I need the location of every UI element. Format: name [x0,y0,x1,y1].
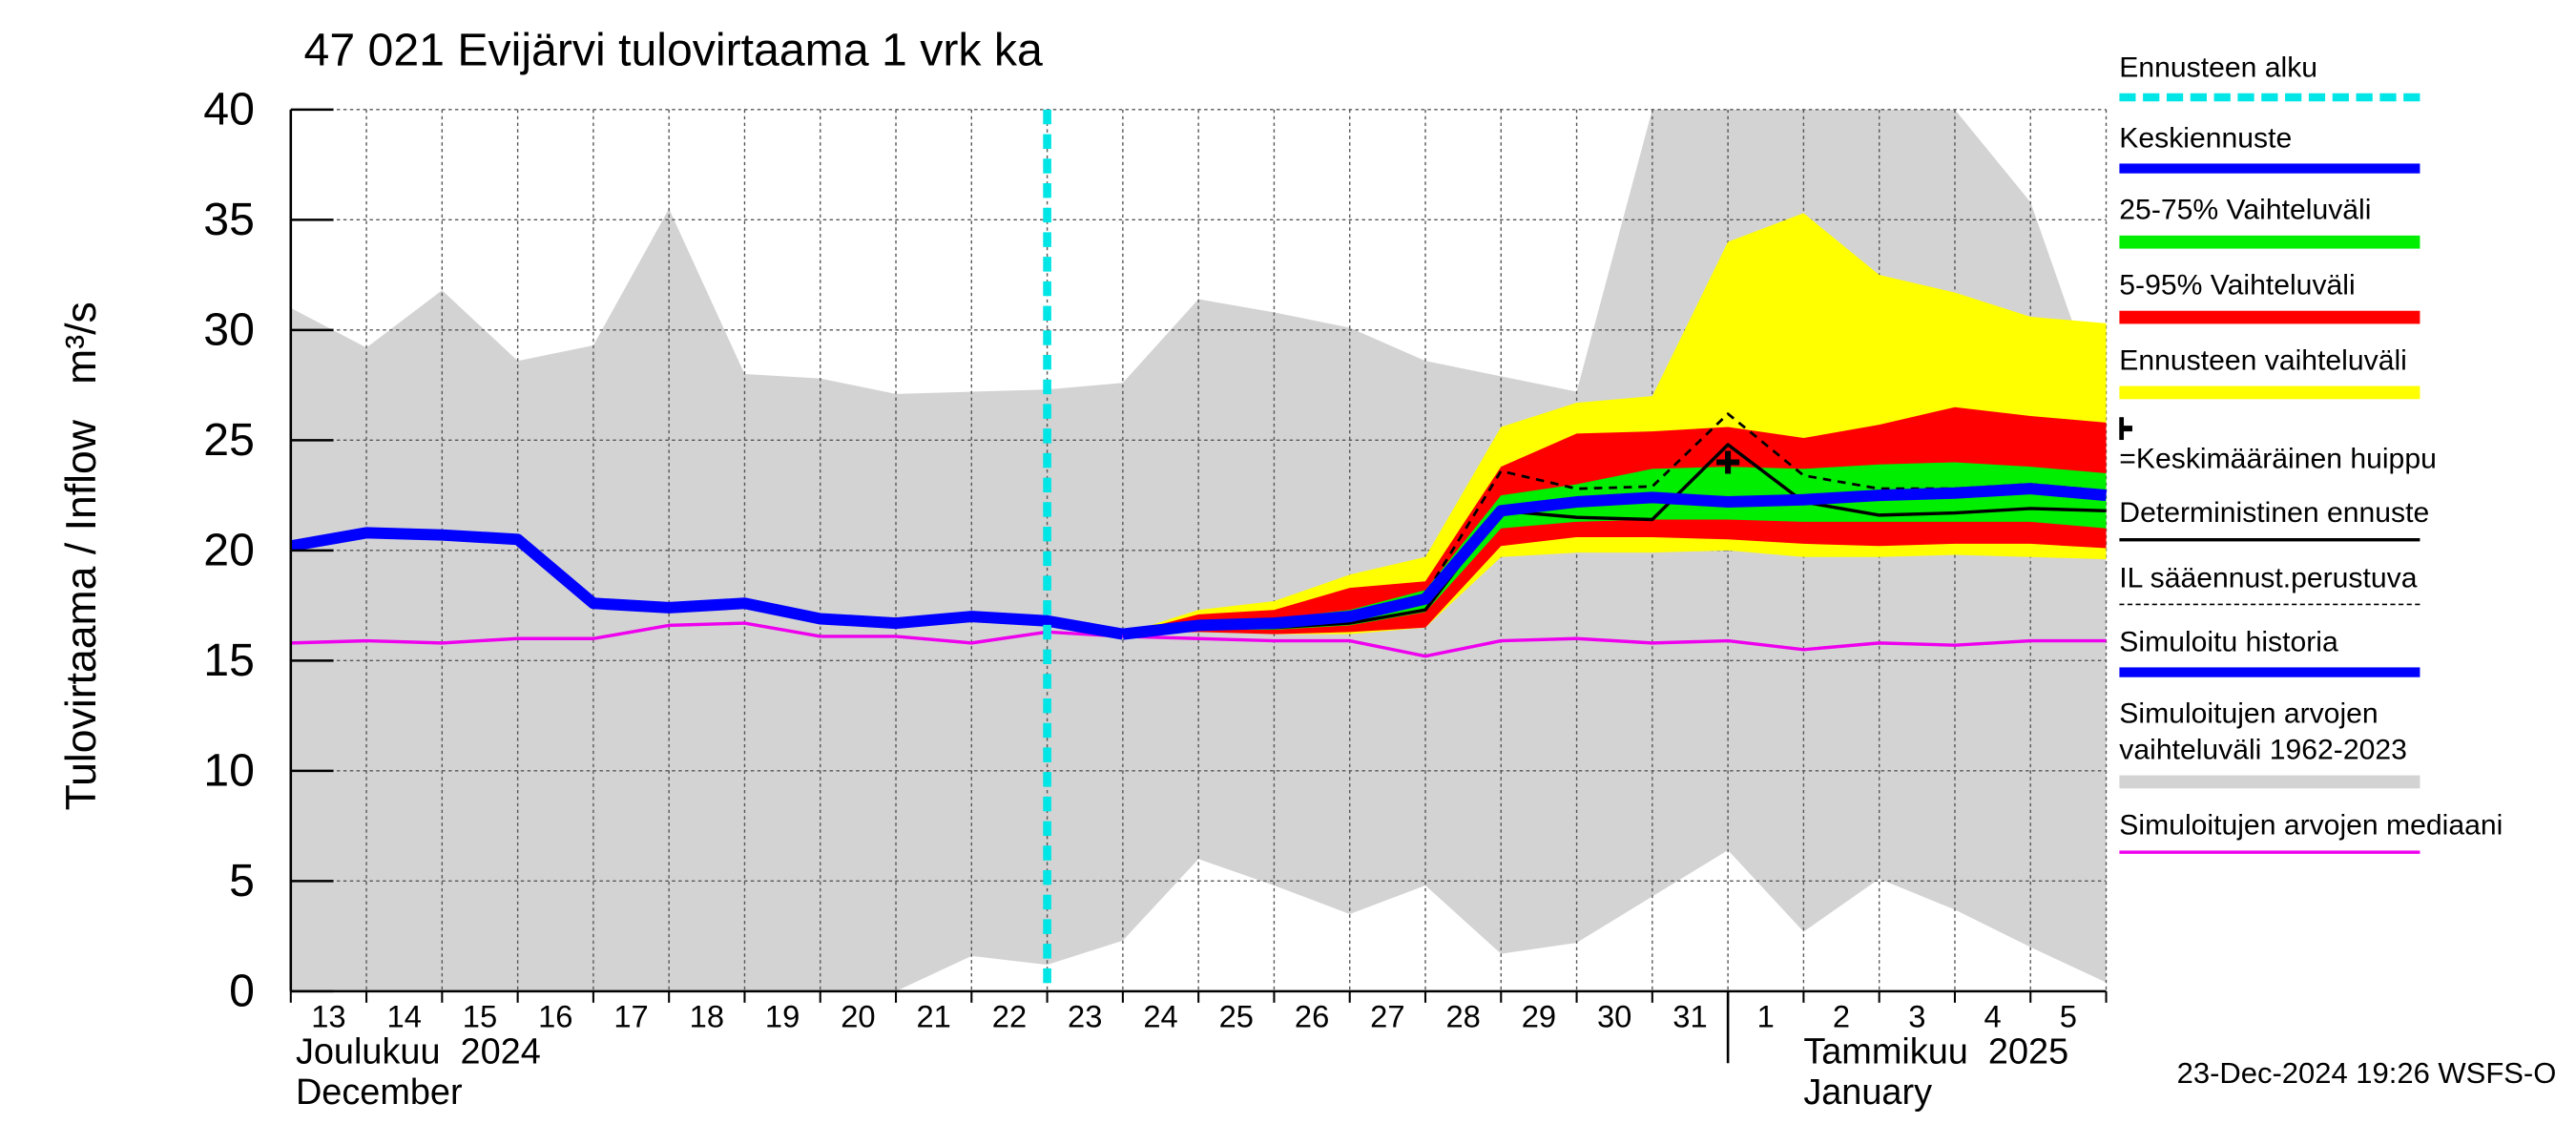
x-tick-label: 24 [1143,999,1177,1034]
x-tick-label: 5 [2060,999,2077,1034]
y-tick-label: 30 [203,303,255,355]
x-tick-label: 4 [1984,999,2002,1034]
x-tick-label: 17 [613,999,648,1034]
y-tick-label: 25 [203,414,255,466]
legend-swatch [2119,93,2420,102]
x-tick-label: 16 [538,999,572,1034]
x-tick-label: 2 [1833,999,1850,1034]
legend-text: Ennusteen vaihteluväli [2119,342,2506,378]
month-label: January [1803,1072,1932,1113]
month-label: Tammikuu 2025 [1803,1031,2068,1072]
legend-label: =Keskimääräinen huippu [2119,441,2437,475]
legend-text: =Keskimääräinen huippu [2119,417,2506,476]
y-tick-label: 35 [203,194,255,245]
legend-swatch [2119,775,2420,789]
legend-label: IL sääennust.perustuva [2119,561,2418,594]
footer: 23-Dec-2024 19:26 WSFS-O [2177,1056,2557,1090]
legend-swatch [2119,603,2420,606]
x-tick-label: 13 [311,999,345,1034]
legend-item: Simuloitujen arvojen mediaani [2119,806,2506,854]
legend-item: IL sääennust.perustuva [2119,559,2506,606]
legend-item: 25-75% Vaihteluväli [2119,192,2506,249]
x-tick-label: 28 [1445,999,1480,1034]
y-axis-label: Tulovirtaama / Inflow m³/s [58,302,105,810]
legend-swatch [2119,163,2420,174]
y-tick-label: 15 [203,635,255,686]
legend-item: Keskiennuste [2119,119,2506,174]
legend-label: 5-95% Vaihteluväli [2119,268,2356,302]
x-tick-label: 19 [765,999,800,1034]
legend-text: IL sääennust.perustuva [2119,559,2506,595]
x-tick-label: 21 [916,999,950,1034]
legend-text: Keskiennuste [2119,119,2506,156]
x-tick-label: 29 [1522,999,1556,1034]
y-tick-label: 0 [229,965,255,1016]
chart-title: 47 021 Evijärvi tulovirtaama 1 vrk ka [304,25,1043,76]
legend-swatch [2119,310,2420,324]
legend-text: Simuloitujen arvojen vaihteluväli 1962-2… [2119,696,2506,767]
y-tick-label: 10 [203,744,255,796]
legend-item: Deterministinen ennuste [2119,494,2506,542]
legend-swatch [2119,235,2420,249]
x-tick-label: 25 [1219,999,1254,1034]
legend-swatch [2119,385,2420,400]
legend-label: Simuloitujen arvojen vaihteluväli 1962-2… [2119,697,2407,766]
legend-label: Ennusteen vaihteluväli [2119,344,2407,377]
x-tick-label: 22 [992,999,1027,1034]
band [1122,462,2107,635]
x-tick-label: 31 [1672,999,1707,1034]
y-tick-label: 20 [203,524,255,575]
month-label: Joulukuu 2024 [296,1031,541,1072]
legend-label: Deterministinen ennuste [2119,495,2430,529]
legend-item: =Keskimääräinen huippu [2119,417,2506,476]
legend-label: Keskiennuste [2119,120,2293,155]
x-tick-label: 1 [1757,999,1775,1034]
legend-label: Simuloitu historia [2119,624,2338,658]
x-tick-label: 30 [1597,999,1631,1034]
legend-swatch [2119,850,2420,854]
legend-label: Simuloitujen arvojen mediaani [2119,807,2503,842]
x-tick-label: 27 [1370,999,1404,1034]
line [289,527,1124,640]
legend-box: Ennusteen alku Keskiennuste 25-75% Vaihtel… [2119,49,2506,854]
legend-swatch [2119,538,2420,542]
x-tick-label: 20 [841,999,875,1034]
legend-text: 25-75% Vaihteluväli [2119,192,2506,228]
legend-item: Simuloitu historia [2119,623,2506,677]
legend-label: 25-75% Vaihteluväli [2119,193,2372,226]
legend-label: Ennusteen alku [2119,51,2318,84]
month-label: December [296,1072,463,1113]
line [1122,483,2108,640]
cross [2119,417,2133,441]
legend-marker [2119,417,2133,441]
legend: Ennusteen alku Keskiennuste 25-75% Vaihtel… [2119,49,2506,854]
x-tick-label: 26 [1295,999,1329,1034]
legend-item: Ennusteen alku [2119,49,2506,102]
legend-text: Simuloitu historia [2119,623,2506,659]
x-tick-label: 23 [1068,999,1102,1034]
legend-item: Ennusteen vaihteluväli [2119,342,2506,400]
line [290,621,2107,658]
peak-marker [1716,450,1740,474]
x-tick-label: 18 [690,999,724,1034]
legend-text: Simuloitujen arvojen mediaani [2119,806,2506,843]
legend-swatch [2119,667,2420,677]
x-tick-label: 14 [387,999,422,1034]
legend-item: 5-95% Vaihteluväli [2119,266,2506,324]
x-tick-label: 3 [1908,999,1925,1034]
legend-item: Simuloitujen arvojen vaihteluväli 1962-2… [2119,696,2506,789]
y-tick-label: 5 [229,855,255,906]
legend-text: Deterministinen ennuste [2119,494,2506,531]
legend-text: Ennusteen alku [2119,49,2506,85]
x-tick-label: 15 [463,999,497,1034]
legend-text: 5-95% Vaihteluväli [2119,266,2506,302]
y-tick-label: 40 [203,83,255,135]
